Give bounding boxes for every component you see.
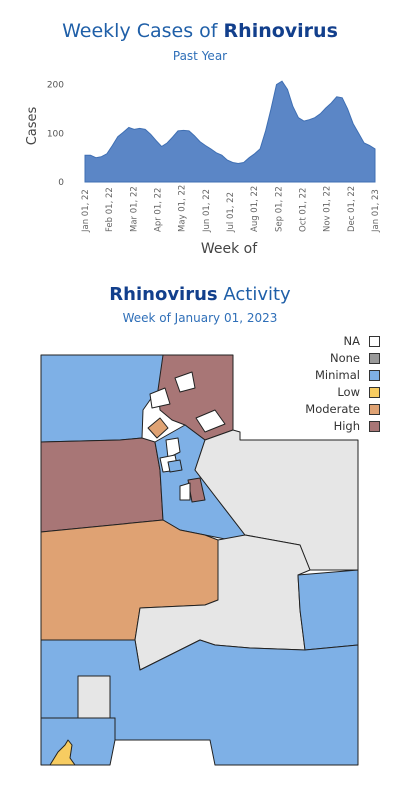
x-tick-label: May 01, 22 — [178, 185, 188, 232]
region-minimal-northwest — [40, 354, 164, 443]
region-minimal-east — [297, 569, 359, 651]
region-na-2 — [149, 387, 171, 409]
x-tick-label: Sep 01, 22 — [274, 186, 284, 232]
region-low — [49, 739, 76, 766]
x-tick-label: Oct 01, 22 — [299, 188, 309, 232]
map-title: Rhinovirus Activity — [0, 284, 400, 305]
map-title-bold: Rhinovirus — [109, 284, 218, 305]
y-tick-label: 0 — [58, 178, 64, 188]
x-tick-label: Dec 01, 22 — [347, 186, 357, 232]
legend-label: Low — [337, 385, 360, 399]
legend-label: High — [333, 419, 360, 433]
legend-swatch — [369, 421, 380, 432]
series-area — [84, 80, 376, 183]
x-tick-labels: Jan 01, 22 Feb 01, 22 Mar 01, 22 Apr 01, 22… — [81, 185, 381, 233]
region-high-west — [40, 437, 164, 533]
legend-label: NA — [343, 334, 360, 348]
region-na-6 — [195, 409, 226, 433]
chart-subtitle: Past Year — [172, 49, 228, 63]
chart-title: Weekly Cases of Rhinovirus — [0, 20, 400, 42]
map-legend: NA None Minimal Low Moderate High — [280, 334, 390, 436]
legend-item-moderate: Moderate — [280, 402, 390, 419]
region-na-3 — [165, 437, 181, 459]
region-high-northeast — [157, 354, 234, 441]
region-na-4 — [179, 482, 191, 501]
legend-item-low: Low — [280, 385, 390, 402]
y-tick-label: 100 — [47, 129, 64, 139]
legend-item-none: None — [280, 351, 390, 368]
legend-swatch — [369, 404, 380, 415]
x-tick-label: Jan 01, 22 — [81, 189, 91, 233]
legend-swatch — [369, 370, 380, 381]
chart-title-prefix: Weekly Cases of — [62, 20, 224, 42]
x-tick-label: Apr 01, 22 — [154, 188, 164, 232]
x-tick-label: Jun 01, 22 — [202, 189, 212, 233]
x-tick-label: Mar 01, 22 — [129, 186, 139, 232]
x-tick-label: Nov 01, 22 — [323, 186, 333, 232]
legend-item-minimal: Minimal — [280, 368, 390, 385]
legend-label: Moderate — [305, 402, 360, 416]
region-na-1 — [174, 371, 196, 393]
region-minimal-small — [167, 459, 183, 473]
legend-label: None — [329, 351, 360, 365]
region-minimal-southwest — [40, 717, 116, 766]
region-high-strip — [187, 477, 206, 503]
y-axis-label: Cases — [25, 106, 40, 145]
x-axis-label: Week of — [201, 241, 258, 257]
legend-item-high: High — [280, 419, 390, 436]
x-tick-label: Feb 01, 22 — [105, 187, 115, 232]
x-tick-label: Jan 01, 23 — [371, 189, 381, 233]
legend-label: Minimal — [314, 368, 360, 382]
region-grey-south — [77, 675, 111, 719]
map-subtitle: Week of January 01, 2023 — [122, 311, 278, 325]
legend-item-na: NA — [280, 334, 390, 351]
legend-swatch — [369, 353, 380, 364]
area-chart: 0 100 200 Jan 01, 22 Feb 01, 22 Mar 01, 22 Ap… — [25, 80, 381, 257]
x-tick-label: Jul 01, 22 — [226, 192, 236, 233]
chart-ticks: 0 100 200 — [47, 81, 64, 188]
map-title-rest: Activity — [217, 284, 291, 305]
x-tick-label: Aug 01, 22 — [250, 186, 260, 232]
legend-swatch — [369, 336, 380, 347]
region-moderate-small — [147, 417, 169, 439]
chart-title-bold: Rhinovirus — [223, 20, 338, 42]
y-tick-label: 200 — [47, 81, 64, 91]
legend-swatch — [369, 387, 380, 398]
